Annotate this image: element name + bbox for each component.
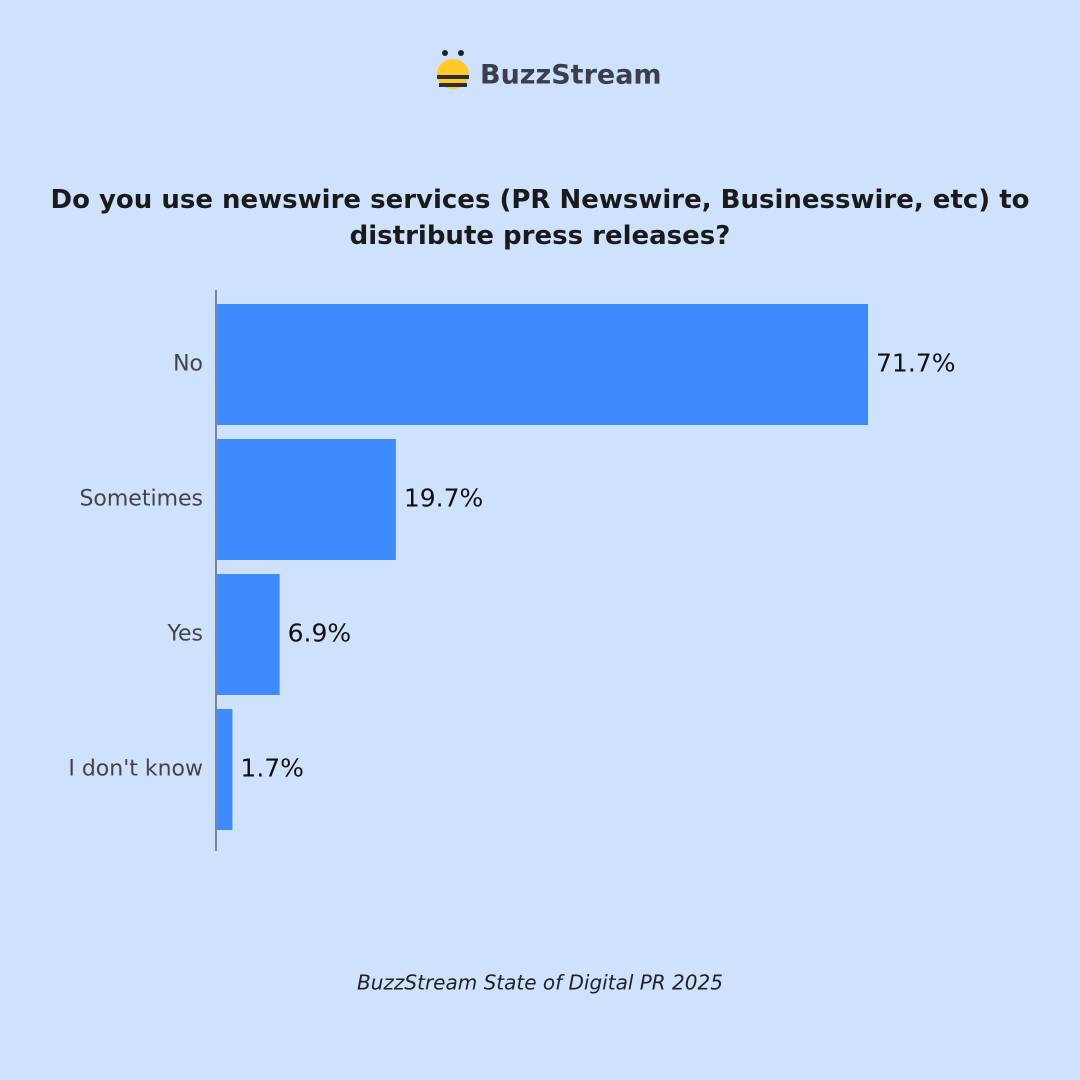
- category-label: I don't know: [68, 757, 203, 782]
- bar: [217, 709, 233, 830]
- logo-text: BuzzStream: [480, 60, 662, 91]
- bar: [217, 574, 280, 695]
- value-label: 1.7%: [240, 754, 304, 783]
- value-label: 19.7%: [404, 484, 483, 513]
- category-label: Sometimes: [79, 487, 203, 512]
- category-label: No: [173, 352, 203, 377]
- category-label: Yes: [166, 622, 203, 647]
- value-label: 6.9%: [288, 619, 352, 648]
- value-label: 71.7%: [876, 349, 955, 378]
- chart-title: Do you use newswire services (PR Newswir…: [50, 185, 1030, 251]
- bar: [217, 304, 869, 425]
- logo-icon: [437, 50, 469, 89]
- source: BuzzStream State of Digital PR 2025: [357, 971, 723, 995]
- bar: [217, 439, 396, 560]
